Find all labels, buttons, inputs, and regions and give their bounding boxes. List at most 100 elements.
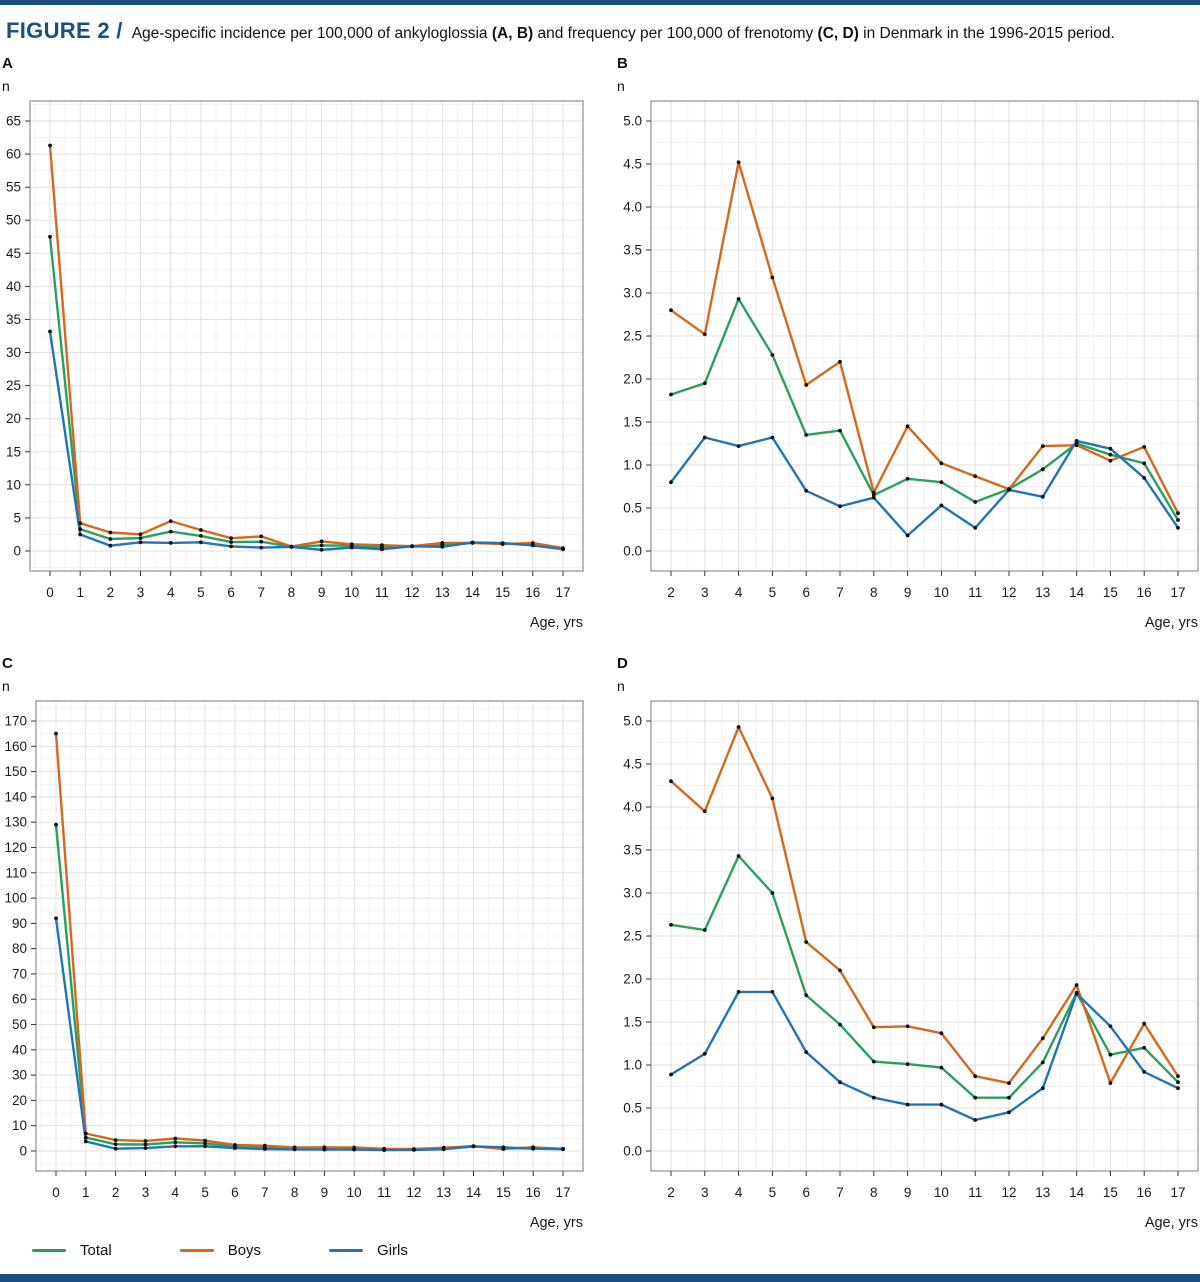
svg-text:12: 12 [1001,1185,1016,1200]
svg-text:0.5: 0.5 [623,1101,642,1116]
svg-text:1: 1 [82,1185,90,1200]
svg-text:4.5: 4.5 [623,757,642,772]
svg-text:0: 0 [46,585,54,600]
svg-text:3.5: 3.5 [623,243,642,258]
svg-text:12: 12 [406,1185,421,1200]
svg-text:11: 11 [968,1185,982,1200]
legend-label-total: Total [80,1242,112,1259]
svg-text:15: 15 [6,444,21,459]
svg-text:5: 5 [13,510,21,525]
figure-header: FIGURE 2 / Age-specific incidence per 10… [0,5,1200,44]
legend-label-boys: Boys [227,1242,262,1259]
svg-text:50: 50 [6,213,21,228]
panel-letter-c: C [2,655,13,672]
svg-text:80: 80 [12,941,27,956]
svg-text:17: 17 [1170,585,1185,600]
svg-text:13: 13 [435,585,450,600]
y-axis-unit-a: n [2,78,10,94]
boys-line-swatch [179,1248,214,1253]
svg-text:3.5: 3.5 [623,843,642,858]
line-chart-d: 0.0 0.5 1.0 1.5 2.0 2.5 3.0 3.5 4.0 4.5 5.0 2 3 4 5 6 7 8… [623,700,1199,1231]
bottom-rule-bar [0,1274,1200,1282]
svg-text:50: 50 [12,1017,27,1032]
svg-text:130: 130 [4,815,27,830]
svg-text:5: 5 [769,1185,777,1200]
y-axis-unit-c: n [2,678,10,694]
svg-text:4: 4 [735,585,743,600]
svg-text:17: 17 [555,1185,570,1200]
svg-text:90: 90 [12,916,27,931]
y-axis-unit-b: n [617,78,625,94]
chart-panel-b: B n 0.0 0.5 1.0 1.5 2.0 2.5 3.0 3.5 4.0 4.5 5.0 2 3 4… [615,55,1200,650]
girls-line-swatch [329,1248,364,1253]
svg-text:5.0: 5.0 [623,114,642,129]
svg-text:1.5: 1.5 [623,415,642,430]
svg-text:13: 13 [1035,1185,1050,1200]
svg-text:11: 11 [377,1185,391,1200]
svg-text:17: 17 [1170,1185,1185,1200]
svg-text:8: 8 [288,585,296,600]
svg-text:140: 140 [4,789,27,804]
caption-bold-ab: (A, B) [491,25,534,42]
svg-text:12: 12 [405,585,420,600]
svg-text:15: 15 [1103,585,1118,600]
svg-text:9: 9 [904,585,912,600]
svg-text:1.0: 1.0 [623,1058,642,1073]
svg-text:6: 6 [802,1185,810,1200]
svg-text:9: 9 [904,1185,912,1200]
legend-item-boys: Boys [179,1242,262,1259]
svg-text:15: 15 [1103,1185,1118,1200]
line-chart-c: 0102030405060708090100110120130140150160… [4,700,584,1231]
svg-text:60: 60 [12,992,27,1007]
svg-text:14: 14 [1069,1185,1085,1200]
svg-text:2.0: 2.0 [623,372,642,387]
svg-text:4.0: 4.0 [623,800,642,815]
svg-text:9: 9 [318,585,326,600]
svg-text:6: 6 [231,1185,239,1200]
svg-text:1.5: 1.5 [623,1015,642,1030]
caption-text-3: in Denmark in the 1996-2015 period. [858,25,1115,42]
svg-text:16: 16 [1137,1185,1152,1200]
svg-text:0.5: 0.5 [623,501,642,516]
legend-label-girls: Girls [377,1242,408,1259]
chart-panel-a: A n 0 5 10 15 20 25 30 35 40 45 50 55 60 65 0 1 2 3 4 5 6 7 8 9… [0,55,585,650]
svg-text:10: 10 [347,1185,362,1200]
svg-text:65: 65 [6,114,21,129]
svg-text:8: 8 [870,1185,878,1200]
svg-text:25: 25 [6,378,21,393]
svg-text:120: 120 [4,840,27,855]
svg-text:6: 6 [227,585,235,600]
svg-text:20: 20 [12,1093,27,1108]
svg-text:0: 0 [13,544,21,559]
chart-panel-d: D n 0.0 0.5 1.0 1.5 2.0 2.5 3.0 3.5 4.0 4.5 5.0 2 3 4… [615,655,1200,1250]
top-rule-bar [0,0,1200,5]
svg-text:60: 60 [6,147,21,162]
svg-text:3.0: 3.0 [623,286,642,301]
svg-text:7: 7 [836,1185,844,1200]
svg-text:11: 11 [375,585,389,600]
panel-letter-d: D [617,655,628,672]
svg-text:0.0: 0.0 [623,544,642,559]
svg-text:7: 7 [261,1185,269,1200]
panel-letter-b: B [617,55,628,72]
svg-text:5: 5 [201,1185,209,1200]
svg-text:3: 3 [142,1185,150,1200]
legend-item-girls: Girls [329,1242,408,1259]
svg-text:2: 2 [112,1185,120,1200]
svg-text:3.0: 3.0 [623,886,642,901]
svg-text:70: 70 [12,966,27,981]
svg-text:40: 40 [6,279,21,294]
svg-text:4.0: 4.0 [623,200,642,215]
svg-text:55: 55 [6,180,21,195]
svg-text:14: 14 [466,1185,482,1200]
svg-text:7: 7 [836,585,844,600]
svg-text:3: 3 [701,1185,709,1200]
svg-text:16: 16 [1137,585,1152,600]
svg-text:5: 5 [197,585,205,600]
svg-text:11: 11 [968,585,982,600]
svg-text:Age, yrs: Age, yrs [1145,1215,1198,1231]
svg-text:0: 0 [52,1185,60,1200]
svg-text:30: 30 [12,1068,27,1083]
caption-text-2: and frequency per 100,000 of frenotomy [533,25,818,42]
